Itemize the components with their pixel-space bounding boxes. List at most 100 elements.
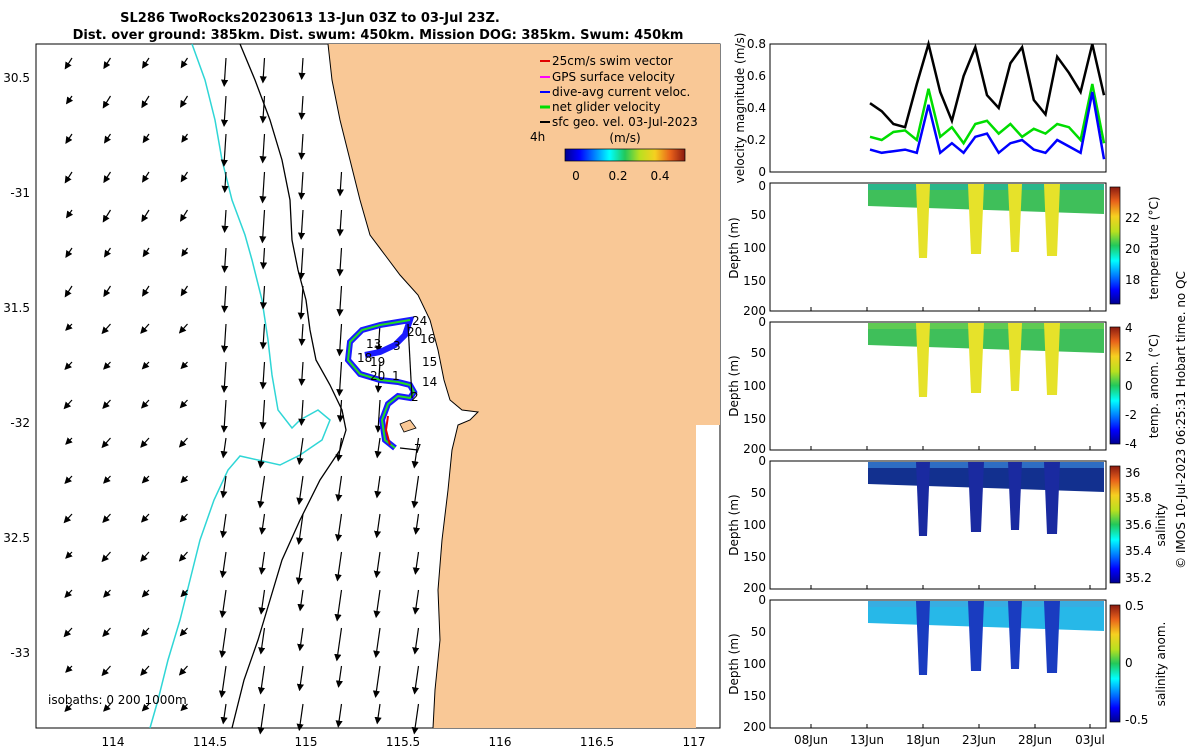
title-line2: Dist. over ground: 385km. Dist. swum: 45… <box>73 28 684 43</box>
velocity-vector <box>63 627 73 638</box>
dive-profile-spike <box>968 184 984 254</box>
velocity-vector <box>257 665 266 695</box>
depth-axis-labels: 0 50 100 150 200 Depth (m) 0 50 100 150 … <box>727 179 1105 747</box>
velocity-vector <box>336 247 344 277</box>
sal-colorbar-tick: 36 <box>1125 466 1140 480</box>
dive-profile-spike <box>916 323 930 397</box>
velocity-vector <box>178 551 188 562</box>
time-x-tick: 18Jun <box>906 733 940 747</box>
velocity-vector <box>221 171 229 194</box>
velocity-vector <box>336 285 344 317</box>
velocity-vector <box>374 437 382 459</box>
map-y-tick: 30.5 <box>3 71 30 85</box>
sanom-colorbar-label: salinity anom. <box>1154 622 1168 707</box>
velocity-series-line <box>869 91 1106 160</box>
velocity-vector <box>140 399 150 409</box>
sal-y-label: Depth (m) <box>727 494 741 555</box>
track-label: 24 <box>412 314 427 328</box>
velocity-vector <box>102 95 112 109</box>
sanom-y-tick: 200 <box>743 720 766 734</box>
tanom-colorbar <box>1109 326 1121 445</box>
velocity-vector <box>220 703 228 725</box>
velocity-vector <box>257 703 266 735</box>
sal-colorbar <box>1109 465 1121 584</box>
velocity-vector <box>64 285 73 298</box>
map-y-tick: -33 <box>10 646 30 660</box>
velocity-vector <box>142 133 150 144</box>
velocity-vector <box>296 665 304 692</box>
isobath-0m <box>327 43 480 729</box>
velocity-vector <box>336 361 344 397</box>
velocity-vector <box>258 513 267 535</box>
velocity-vector <box>141 95 150 109</box>
velocity-vector <box>140 323 150 334</box>
time-x-tick: 28Jun <box>1018 733 1052 747</box>
velocity-vector <box>412 513 421 535</box>
velocity-series-line <box>869 83 1106 146</box>
track-label: 19 <box>370 355 385 369</box>
velocity-vector <box>334 513 343 542</box>
sanom-y-label: Depth (m) <box>727 633 741 694</box>
velocity-vector <box>103 285 112 298</box>
velocity-vector <box>298 57 306 81</box>
track-label: 1 <box>392 369 400 383</box>
velocity-vector <box>142 57 150 69</box>
dive-profile-spike <box>1044 601 1060 673</box>
velocity-vector <box>296 475 304 506</box>
velocity-vector <box>103 57 112 70</box>
velocity-vector <box>334 551 343 582</box>
velocity-vector <box>259 209 267 244</box>
velocity-vector <box>298 399 306 426</box>
tanom-colorbar-tick: -4 <box>1125 437 1137 451</box>
map-legend: 25cm/s swim vector GPS surface velocity … <box>540 54 698 129</box>
velocity-series-line <box>869 39 1106 129</box>
velocity-vector <box>335 703 343 728</box>
velocity-vector <box>259 323 267 350</box>
velocity-vector <box>373 551 381 579</box>
land-area <box>328 44 720 728</box>
temp-colorbar-tick: 20 <box>1125 242 1140 256</box>
velocity-vector <box>140 437 150 448</box>
sanom-colorbar-tick: 0 <box>1125 656 1133 670</box>
sanom-colorbar-tick: -0.5 <box>1125 713 1148 727</box>
map-x-tick: 117 <box>683 735 706 749</box>
velocity-vector <box>374 703 382 725</box>
time-x-tick: 03Jul <box>1075 733 1105 747</box>
tanom-y-tick: 150 <box>743 412 766 426</box>
velocity-vector <box>103 475 111 484</box>
velocity-lines <box>869 39 1106 160</box>
sal-y-tick: 50 <box>751 486 766 500</box>
dive-profile-spike <box>968 601 984 671</box>
sal-y-tick: 0 <box>758 454 766 468</box>
velocity-vector <box>63 513 73 524</box>
map-x-tick: 115 <box>295 735 318 749</box>
velocity-vector <box>336 399 345 423</box>
dive-profile-spike <box>1044 462 1060 534</box>
velocity-vector <box>258 589 266 615</box>
velocity-vector <box>63 399 73 410</box>
velocity-vector <box>64 589 73 599</box>
velocity-vector <box>142 285 150 297</box>
time-x-tick: 13Jun <box>850 733 884 747</box>
velocity-vector <box>141 475 150 484</box>
velocity-vector <box>140 627 150 637</box>
velocity-vector <box>259 57 267 84</box>
salinity-panel <box>769 460 1107 590</box>
temp-colorbar-tick: 22 <box>1125 211 1140 225</box>
legend-label: net glider velocity <box>552 100 660 114</box>
legend-label: dive-avg current veloc. <box>552 85 690 99</box>
velocity-vector <box>259 133 267 164</box>
velocity-vector <box>259 361 267 390</box>
tanom-colorbar-label: temp. anom. (°C) <box>1147 334 1161 438</box>
dive-profile-spike <box>1044 184 1060 256</box>
velocity-vector <box>219 627 227 659</box>
sanom-y-tick: 50 <box>751 625 766 639</box>
map-panel: 24 16 20 3 13 18 15 19 20 1 14 2 7 4h 25… <box>3 43 721 749</box>
dive-profile-spike <box>1008 601 1022 669</box>
velocity-vector <box>298 171 306 200</box>
dive-profile-spike <box>1008 184 1022 252</box>
velocity-vector <box>258 551 266 575</box>
velocity-vector <box>220 475 228 499</box>
sal-y-tick: 100 <box>743 518 766 532</box>
map-y-tick: 32.5 <box>3 531 30 545</box>
